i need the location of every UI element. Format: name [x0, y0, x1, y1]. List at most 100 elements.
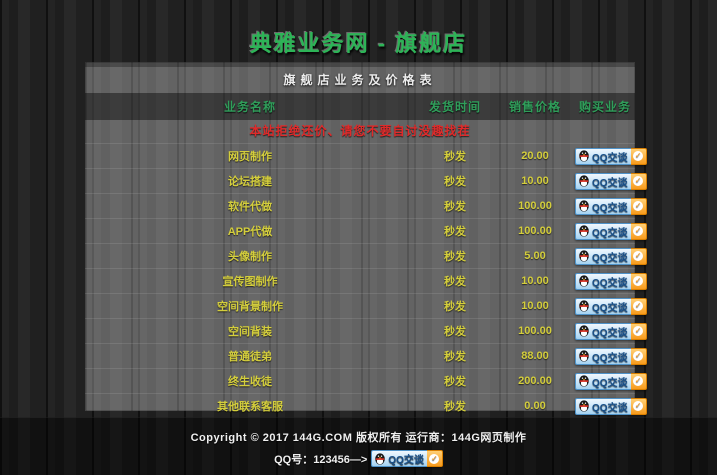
- table-row: 空间背装 秒发 100.00 QQ交谈 ✓: [85, 318, 647, 343]
- price-table-body: 网页制作 秒发 20.00 QQ交谈 ✓: [85, 143, 647, 418]
- qq-penguin-icon: [579, 150, 589, 162]
- service-name: APP代做: [227, 226, 273, 238]
- delivery-time: 秒发: [444, 151, 466, 163]
- qq-chat-button[interactable]: QQ交谈 ✓: [575, 397, 647, 415]
- check-icon: ✓: [633, 301, 644, 311]
- service-name: 普通徒弟: [228, 351, 272, 363]
- qq-penguin-icon: [579, 325, 589, 337]
- service-price: 5.00: [524, 250, 546, 262]
- qq-chat-button[interactable]: QQ交谈 ✓: [575, 272, 647, 290]
- qq-penguin-icon: [579, 275, 589, 287]
- delivery-time: 秒发: [444, 176, 466, 188]
- check-icon: ✓: [633, 251, 644, 261]
- service-price: 10.00: [521, 275, 549, 287]
- table-row: 头像制作 秒发 5.00 QQ交谈 ✓: [85, 243, 647, 268]
- service-name: 论坛搭建: [228, 176, 272, 188]
- qq-penguin-icon: [375, 452, 386, 465]
- qq-penguin-icon: [579, 300, 589, 312]
- delivery-time: 秒发: [444, 401, 466, 413]
- delivery-time: 秒发: [444, 251, 466, 263]
- table-row: 论坛搭建 秒发 10.00 QQ交谈 ✓: [85, 168, 647, 193]
- check-icon: ✓: [633, 326, 644, 336]
- qq-chat-button-label: QQ交谈: [592, 327, 628, 339]
- service-price: 10.00: [521, 175, 549, 187]
- table-row: 软件代做 秒发 100.00 QQ交谈 ✓: [85, 193, 647, 218]
- footer-qq-chat-button[interactable]: QQ交谈 ✓: [371, 450, 443, 467]
- service-name: 空间背景制作: [217, 301, 283, 313]
- qq-chat-button-label: QQ交谈: [592, 277, 628, 289]
- qq-penguin-icon: [579, 250, 589, 262]
- table-row: 普通徒弟 秒发 88.00 QQ交谈 ✓: [85, 343, 647, 368]
- delivery-time: 秒发: [444, 201, 466, 213]
- delivery-time: 秒发: [444, 226, 466, 238]
- service-price: 10.00: [521, 300, 549, 312]
- qq-chat-button[interactable]: QQ交谈 ✓: [575, 347, 647, 365]
- service-name: 空间背装: [228, 326, 272, 338]
- column-header-price: 销售价格: [508, 100, 561, 114]
- delivery-time: 秒发: [444, 326, 466, 338]
- qq-penguin-icon: [579, 400, 589, 412]
- delivery-time: 秒发: [444, 276, 466, 288]
- qq-chat-button-label: QQ交谈: [592, 302, 628, 314]
- column-header-delivery: 发货时间: [428, 100, 481, 114]
- qq-penguin-icon: [579, 375, 589, 387]
- qq-penguin-icon: [579, 350, 589, 362]
- delivery-time: 秒发: [444, 376, 466, 388]
- check-icon: ✓: [633, 226, 644, 236]
- service-price: 100.00: [518, 325, 552, 337]
- service-name: 终生收徒: [228, 376, 272, 388]
- table-row: APP代做 秒发 100.00 QQ交谈 ✓: [85, 218, 647, 243]
- service-name: 软件代做: [228, 201, 272, 213]
- check-icon: ✓: [633, 276, 644, 286]
- service-price: 200.00: [518, 375, 552, 387]
- qq-penguin-icon: [579, 225, 589, 237]
- qq-chat-button-label: QQ交谈: [592, 402, 628, 414]
- qq-chat-button-label: QQ交谈: [592, 202, 628, 214]
- panel-caption: 旗舰店业务及价格表: [283, 73, 437, 87]
- qq-chat-button-label: QQ交谈: [592, 227, 628, 239]
- table-row: 网页制作 秒发 20.00 QQ交谈 ✓: [85, 143, 647, 168]
- column-header-service: 业务名称: [223, 100, 276, 114]
- service-price: 20.00: [521, 150, 549, 162]
- column-header-buy: 购买业务: [578, 100, 631, 114]
- check-icon: ✓: [633, 201, 644, 211]
- check-icon: ✓: [633, 401, 644, 411]
- check-icon: ✓: [633, 176, 644, 186]
- table-row: 其他联系客服 秒发 0.00 QQ交谈 ✓: [85, 393, 647, 418]
- page-title: 典雅业务网 - 旗舰店: [249, 31, 468, 56]
- qq-chat-button[interactable]: QQ交谈 ✓: [575, 372, 647, 390]
- service-name: 网页制作: [228, 151, 272, 163]
- check-icon: ✓: [633, 376, 644, 386]
- service-price: 0.00: [524, 400, 546, 412]
- qq-chat-button-label: QQ交谈: [592, 252, 628, 264]
- qq-chat-button[interactable]: QQ交谈 ✓: [575, 322, 647, 340]
- service-price: 100.00: [518, 200, 552, 212]
- service-price: 88.00: [521, 350, 549, 362]
- check-icon: ✓: [633, 351, 644, 361]
- qq-chat-button[interactable]: QQ交谈 ✓: [575, 172, 647, 190]
- footer-qq-chat-button-label: QQ交谈: [388, 455, 424, 466]
- qq-chat-button-label: QQ交谈: [592, 177, 628, 189]
- footer: Copyright © 2017 144G.COM 版权所有 运行商：144G网…: [0, 417, 717, 475]
- table-row: 终生收徒 秒发 200.00 QQ交谈 ✓: [85, 368, 647, 393]
- qq-chat-button-label: QQ交谈: [592, 152, 628, 164]
- qq-number-label: QQ号：123456—>: [274, 453, 368, 466]
- table-row: 宣传图制作 秒发 10.00 QQ交谈 ✓: [85, 268, 647, 293]
- copyright-text: Copyright © 2017 144G.COM 版权所有 运行商：144G网…: [190, 432, 527, 444]
- table-header-row: 业务名称 发货时间 销售价格 购买业务: [85, 93, 635, 120]
- service-name: 其他联系客服: [217, 401, 283, 413]
- service-price: 100.00: [518, 225, 552, 237]
- qq-chat-button[interactable]: QQ交谈 ✓: [575, 197, 647, 215]
- qq-chat-button[interactable]: QQ交谈 ✓: [575, 147, 647, 165]
- qq-chat-button[interactable]: QQ交谈 ✓: [575, 247, 647, 265]
- qq-chat-button[interactable]: QQ交谈 ✓: [575, 222, 647, 240]
- qq-penguin-icon: [579, 175, 589, 187]
- service-name: 宣传图制作: [222, 276, 278, 288]
- qq-chat-button-label: QQ交谈: [592, 377, 628, 389]
- check-icon: ✓: [429, 453, 440, 464]
- service-name: 头像制作: [228, 251, 272, 263]
- qq-chat-button[interactable]: QQ交谈 ✓: [575, 297, 647, 315]
- table-row: 空间背景制作 秒发 10.00 QQ交谈 ✓: [85, 293, 647, 318]
- qq-penguin-icon: [579, 200, 589, 212]
- price-panel: 旗舰店业务及价格表 业务名称 发货时间 销售价格 购买业务 本站拒绝还价、请您不…: [85, 62, 647, 415]
